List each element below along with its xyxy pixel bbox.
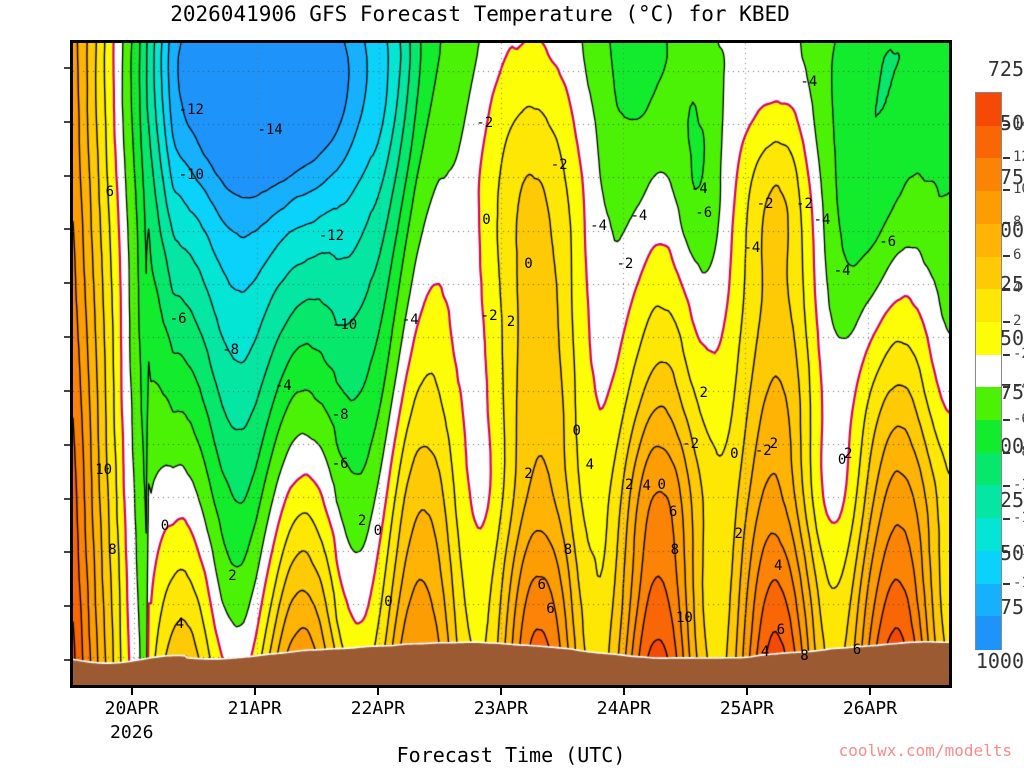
y-tick-label: 1000	[975, 649, 1024, 673]
colorbar-label: -2	[1013, 345, 1024, 362]
colorbar-label: -14	[1013, 542, 1024, 559]
colorbar-tick-mark	[1003, 452, 1010, 455]
x-tick-label: 23APR	[473, 698, 528, 719]
colorbar-tick-mark	[1003, 386, 1010, 389]
x-tick-mark	[130, 688, 133, 695]
colorbar-band	[976, 420, 1001, 454]
colorbar-tick-mark	[1003, 320, 1010, 323]
colorbar-tick-mark	[1003, 189, 1010, 192]
colorbar-label: 6	[1013, 247, 1022, 264]
y-tick-mark	[64, 389, 70, 392]
plot-area: -12 -14 -10 6 -12 -6 -10 -8 -4 -4 -8 -6 -2 -2 0 0 -2 2 -4-…	[70, 40, 952, 688]
y-tick-mark	[64, 282, 70, 285]
x-tick-label: 24APR	[596, 698, 651, 719]
colorbar-band	[976, 191, 1001, 225]
colorbar-label: 14	[1013, 115, 1024, 132]
colorbar-label: -6	[1013, 411, 1024, 428]
colorbar	[975, 92, 1002, 651]
colorbar-band	[976, 256, 1001, 291]
colorbar-band	[976, 354, 1001, 389]
x-tick-label: 26APR	[842, 698, 898, 719]
y-tick-mark	[64, 605, 70, 608]
y-tick-label: 725	[987, 56, 1024, 81]
y-tick-mark	[64, 120, 70, 123]
colorbar-band	[976, 485, 1001, 520]
colorbar-label: -4	[1013, 378, 1024, 395]
colorbar-tick-mark	[1003, 353, 1010, 356]
y-tick-mark	[64, 228, 70, 231]
x-tick-mark	[376, 688, 379, 695]
colorbar-band	[976, 550, 1001, 585]
x-tick-label: 20APR	[104, 698, 159, 719]
x-tick-label: 22APR	[350, 698, 405, 719]
y-tick-mark	[64, 659, 70, 661]
y-tick-mark	[64, 497, 70, 500]
x-axis-title: Forecast Time (UTC)	[396, 743, 626, 767]
colorbar-tick-mark	[1003, 123, 1010, 126]
y-tick-mark	[64, 551, 70, 554]
colorbar-band	[976, 321, 1001, 356]
colorbar-band	[976, 583, 1001, 618]
temperature-cross-section-canvas	[73, 43, 949, 685]
y-tick-mark	[64, 443, 70, 446]
y-tick-mark	[64, 66, 70, 69]
x-tick-mark	[499, 688, 502, 695]
colorbar-tick-mark	[1003, 222, 1010, 225]
colorbar-band	[976, 289, 1001, 324]
colorbar-label: -10	[1013, 476, 1024, 493]
x-tick-mark	[868, 688, 871, 695]
colorbar-label: 12	[1013, 148, 1024, 165]
x-tick-mark	[745, 688, 748, 695]
colorbar-band	[976, 125, 1001, 160]
colorbar-band	[976, 387, 1001, 422]
x-tick-label: 25APR	[719, 698, 775, 719]
watermark: coolwx.com/modelts	[838, 741, 1012, 760]
colorbar-tick-mark	[1003, 550, 1010, 553]
colorbar-band	[976, 223, 1001, 258]
x-tick-mark	[253, 688, 256, 695]
x-tick-mark	[622, 688, 625, 695]
colorbar-label: -12	[1013, 509, 1024, 526]
colorbar-label: 4	[1013, 279, 1022, 296]
colorbar-tick-mark	[1003, 517, 1010, 520]
y-tick-mark	[64, 174, 70, 177]
colorbar-band	[976, 452, 1001, 487]
colorbar-tick-mark	[1003, 255, 1010, 258]
colorbar-tick-mark	[1003, 156, 1010, 159]
page-title: 2026041906 GFS Forecast Temperature (°C)…	[170, 2, 790, 26]
y-tick-mark	[64, 336, 70, 339]
colorbar-label: -16	[1013, 575, 1024, 592]
colorbar-label: 10	[1013, 181, 1024, 198]
colorbar-label: 2	[1013, 312, 1022, 329]
x-axis-year-label: 2026	[110, 722, 154, 743]
x-tick-label: 21APR	[227, 698, 282, 719]
colorbar-band	[976, 158, 1001, 193]
colorbar-band	[976, 93, 1001, 127]
colorbar-tick-mark	[1003, 583, 1010, 586]
colorbar-label: 8	[1013, 214, 1022, 231]
colorbar-band	[976, 616, 1001, 651]
colorbar-tick-mark	[1003, 484, 1010, 487]
colorbar-band	[976, 518, 1001, 552]
colorbar-label: -8	[1013, 444, 1024, 461]
colorbar-tick-mark	[1003, 419, 1010, 422]
colorbar-tick-mark	[1003, 287, 1010, 290]
